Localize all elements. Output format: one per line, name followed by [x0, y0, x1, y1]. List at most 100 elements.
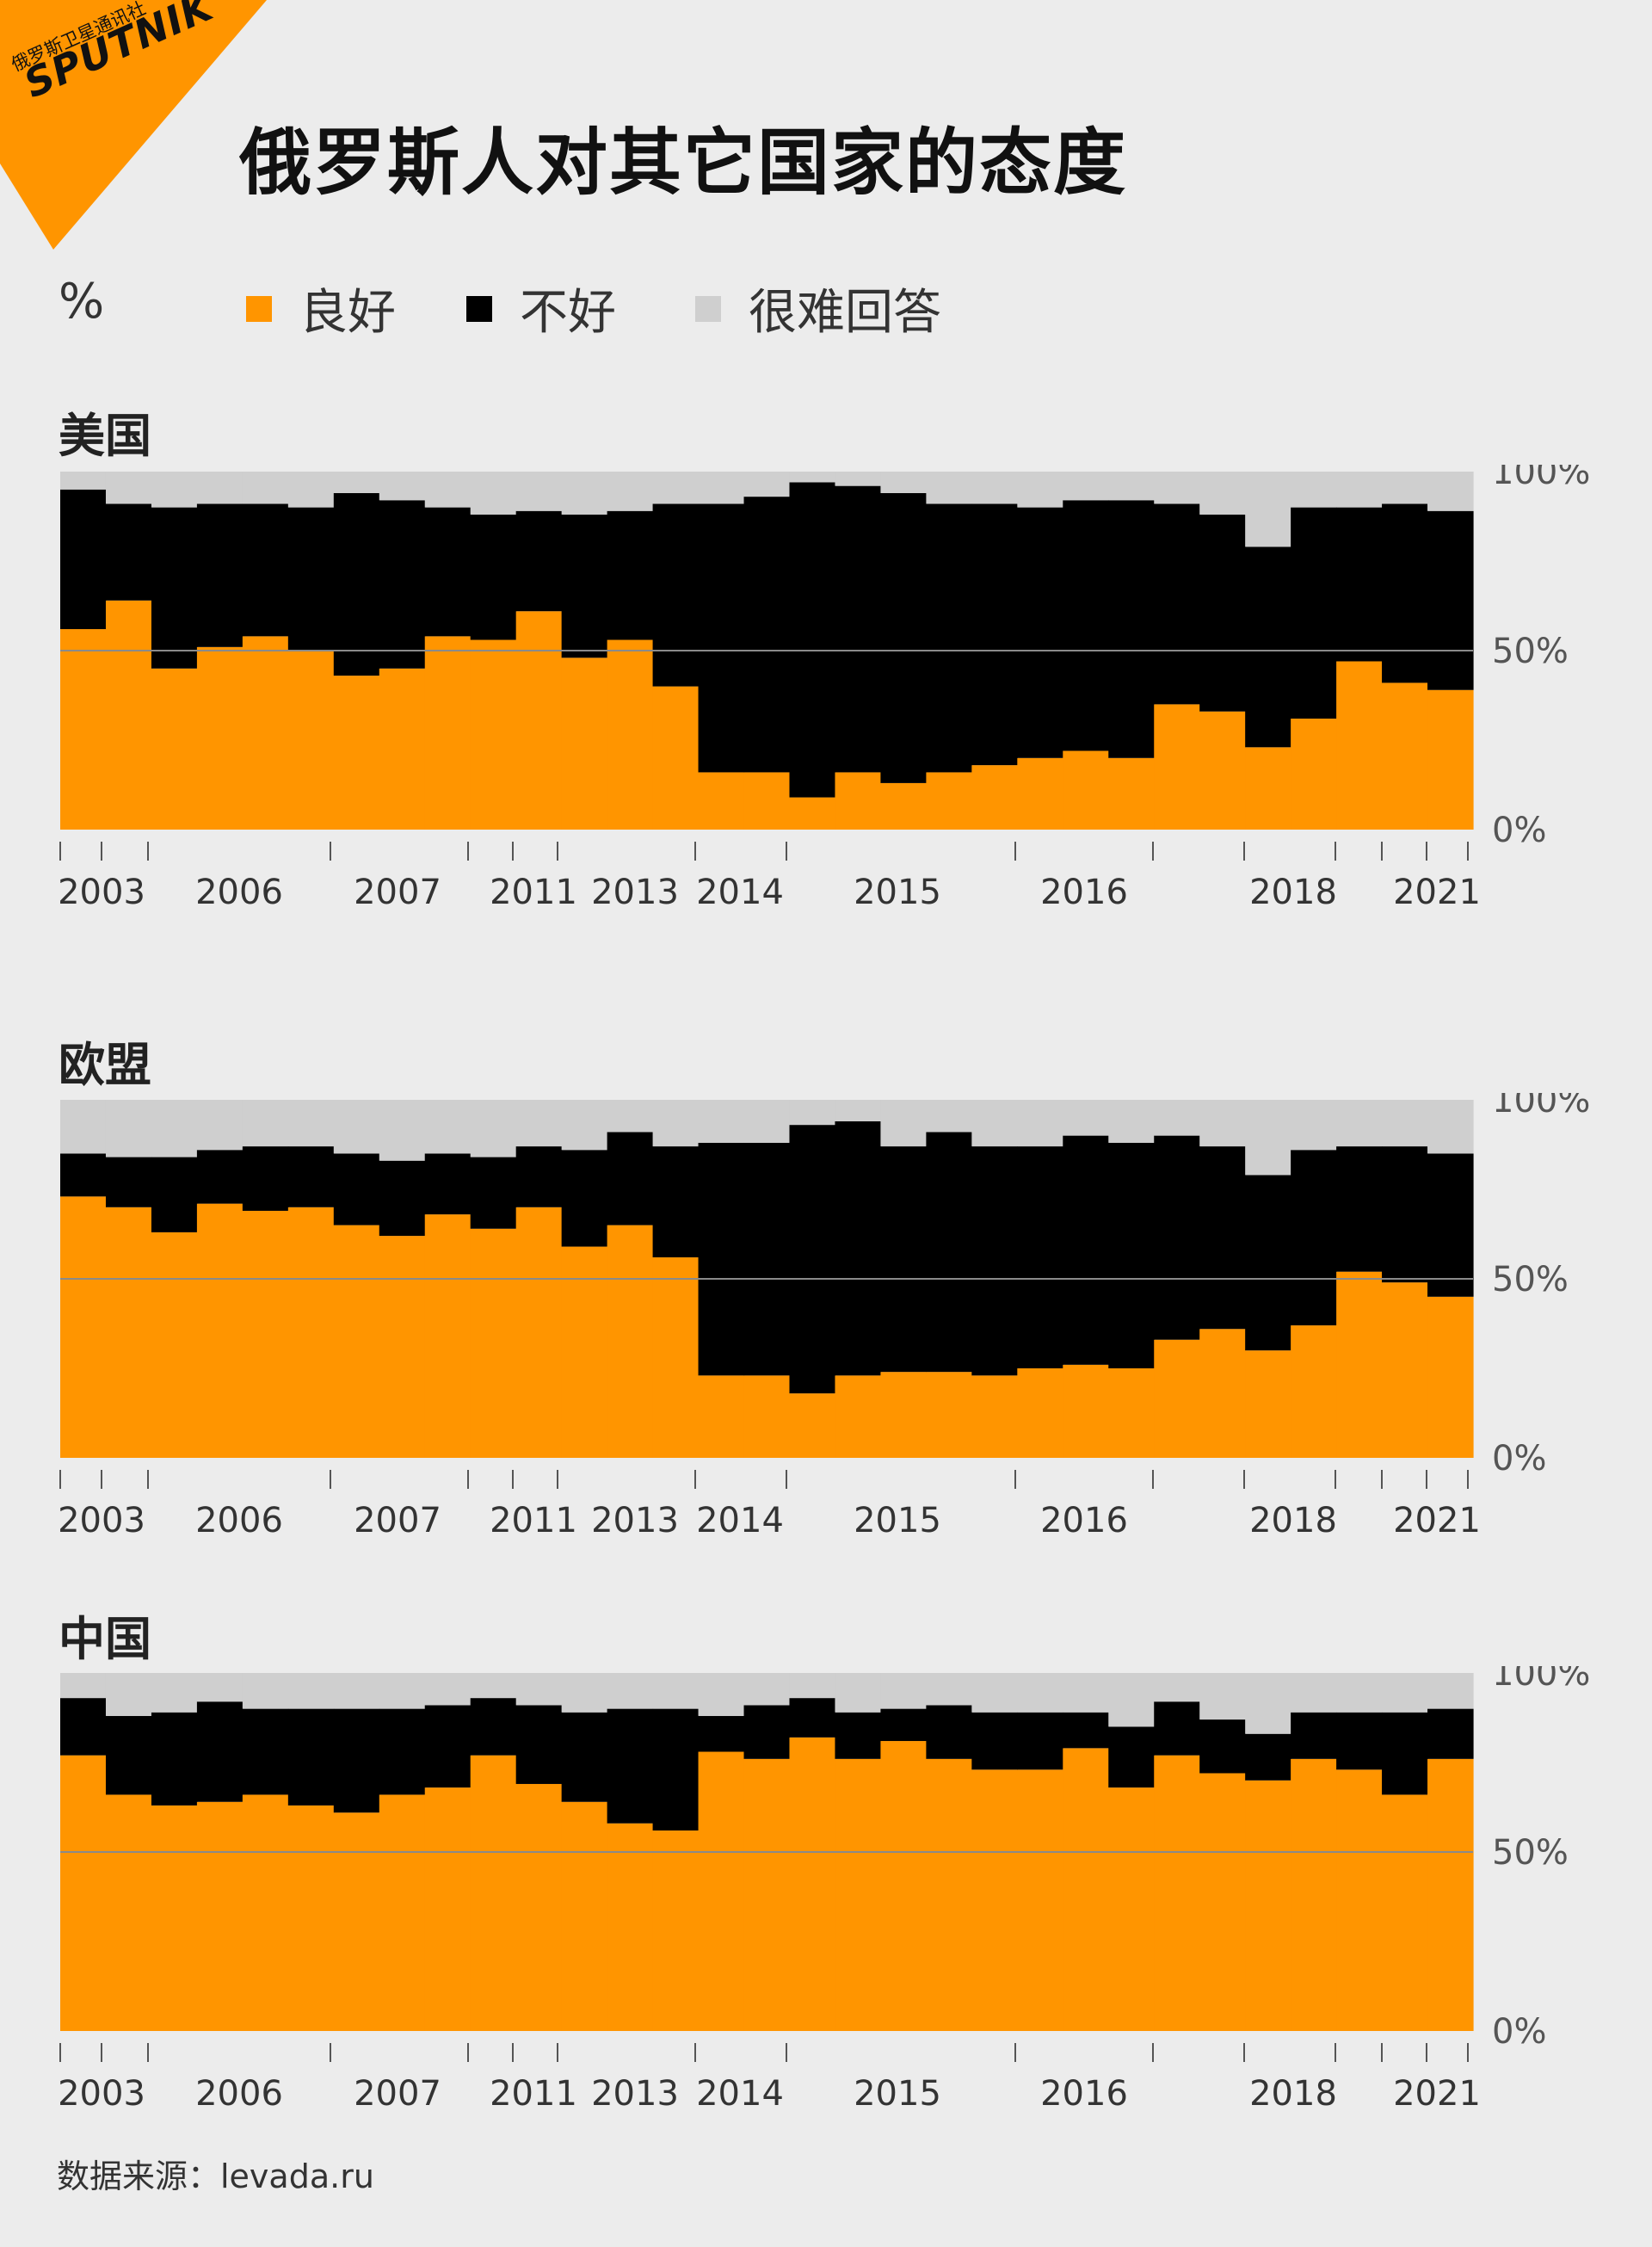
bar-bad-1: [105, 1157, 152, 1207]
bar-good-10: [515, 611, 563, 830]
bar-good-16: [789, 1393, 836, 1458]
x-tick-label: 2015: [854, 1501, 941, 1540]
bar-good-24: [1154, 1339, 1200, 1458]
bar-hard-to-say-0: [60, 472, 107, 490]
x-tick-label: 2003: [58, 2074, 145, 2114]
bar-bad-22: [1063, 1135, 1109, 1365]
bar-bad-4: [242, 1146, 289, 1211]
bar-bad-29: [1382, 503, 1428, 683]
bar-good-21: [1017, 757, 1063, 830]
x-tick-label: 2013: [591, 873, 679, 912]
bar-good-8: [424, 636, 472, 830]
bar-bad-9: [470, 514, 517, 640]
bar-good-15: [743, 1758, 791, 2031]
bar-bad-16: [789, 1698, 836, 1738]
bar-good-4: [242, 636, 289, 830]
bar-bad-26: [1245, 1733, 1291, 1781]
bar-hard-to-say-23: [1108, 472, 1155, 501]
x-tick-label: 2007: [354, 1501, 441, 1540]
bar-bad-5: [287, 1146, 335, 1207]
bar-hard-to-say-26: [1245, 472, 1291, 547]
bar-bad-24: [1154, 503, 1200, 705]
bar-hard-to-say-20: [971, 472, 1018, 504]
bar-hard-to-say-4: [242, 1673, 289, 1709]
bar-good-22: [1063, 1364, 1109, 1458]
y-tick-label: 50%: [1492, 1260, 1569, 1299]
bar-good-15: [743, 772, 791, 830]
chart-china: 100% 50% 0% 2003 2006 2007 2011 2013 2014 2015 201…: [58, 1666, 1590, 2114]
legend-label-hard-to-say: 很难回答: [749, 285, 941, 341]
bar-hard-to-say-6: [333, 472, 380, 493]
bar-good-2: [151, 668, 198, 830]
bar-good-19: [926, 1758, 972, 2031]
bar-bad-15: [743, 1142, 791, 1376]
bar-hard-to-say-5: [287, 472, 335, 508]
bar-good-1: [105, 1207, 152, 1458]
bar-good-18: [880, 1741, 927, 2031]
y-tick-label: 50%: [1492, 1833, 1569, 1873]
bar-hard-to-say-16: [789, 1673, 836, 1699]
bar-hard-to-say-3: [196, 1100, 243, 1151]
bar-good-30: [1427, 1296, 1474, 1458]
bar-good-20: [971, 1769, 1018, 2031]
bar-bad-22: [1063, 1712, 1109, 1749]
bar-hard-to-say-21: [1017, 1100, 1063, 1147]
bar-bad-23: [1108, 1142, 1155, 1368]
bar-bad-17: [835, 1712, 882, 1759]
y-tick-label: 100%: [1492, 1666, 1590, 1694]
bar-bad-4: [242, 1708, 289, 1795]
bar-good-7: [379, 668, 426, 830]
bar-hard-to-say-12: [607, 472, 654, 511]
bar-good-11: [561, 1246, 608, 1458]
bar-good-28: [1336, 661, 1383, 830]
bar-hard-to-say-11: [561, 1100, 608, 1151]
x-tick-label: 2003: [58, 1501, 145, 1540]
legend-unit: %: [59, 274, 105, 330]
bar-hard-to-say-8: [424, 1673, 472, 1706]
panel-title-usa: 美国: [59, 409, 151, 463]
bar-bad-19: [926, 503, 972, 773]
chart-usa: 100% 50% 0% 2003 2006 2007 2011 2013 2014 2015 201…: [58, 465, 1590, 912]
bar-hard-to-say-27: [1291, 1100, 1337, 1151]
bar-good-5: [287, 651, 335, 830]
bar-bad-27: [1291, 1712, 1337, 1759]
bar-hard-to-say-9: [470, 1673, 517, 1699]
bar-hard-to-say-3: [196, 1673, 243, 1702]
legend: % 良好 不好 很难回答: [59, 274, 1091, 341]
x-tick-label: 2018: [1249, 2074, 1337, 2114]
logo-triangle-icon: [0, 0, 267, 250]
bar-hard-to-say-1: [105, 1673, 152, 1716]
bar-bad-12: [607, 1708, 654, 1824]
bar-hard-to-say-21: [1017, 1673, 1063, 1713]
bar-bad-10: [515, 1146, 563, 1207]
x-tick-label: 2013: [591, 2074, 679, 2114]
bar-good-30: [1427, 1758, 1474, 2031]
bar-bad-30: [1427, 1708, 1474, 1759]
chart-eu: 100% 50% 0% 2003 2006 2007 2011 2013 2014 2015 201…: [58, 1093, 1590, 1540]
x-tick-label: 2006: [195, 1501, 283, 1540]
bar-bad-0: [60, 1153, 107, 1197]
bar-hard-to-say-14: [698, 1100, 745, 1143]
bar-bad-9: [470, 1698, 517, 1756]
bar-good-22: [1063, 750, 1109, 830]
bar-good-27: [1291, 719, 1337, 830]
bar-hard-to-say-16: [789, 472, 836, 483]
bar-good-5: [287, 1207, 335, 1458]
bar-hard-to-say-20: [971, 1673, 1018, 1713]
bar-hard-to-say-27: [1291, 472, 1337, 508]
bar-hard-to-say-19: [926, 472, 972, 504]
bar-bad-13: [652, 1146, 700, 1258]
bar-hard-to-say-19: [926, 1673, 972, 1706]
bar-hard-to-say-8: [424, 1100, 472, 1154]
bar-hard-to-say-21: [1017, 472, 1063, 508]
legend-swatch-hard-to-say: [695, 295, 721, 322]
panel-title-china: 中国: [59, 1612, 151, 1666]
bar-good-20: [971, 765, 1018, 830]
bar-bad-17: [835, 1120, 882, 1376]
bar-hard-to-say-0: [60, 1673, 107, 1699]
bar-good-0: [60, 1196, 107, 1458]
bar-bad-2: [151, 507, 198, 669]
bar-good-4: [242, 1794, 289, 2031]
bar-good-24: [1154, 1755, 1200, 2031]
x-tick-label: 2016: [1040, 2074, 1128, 2114]
